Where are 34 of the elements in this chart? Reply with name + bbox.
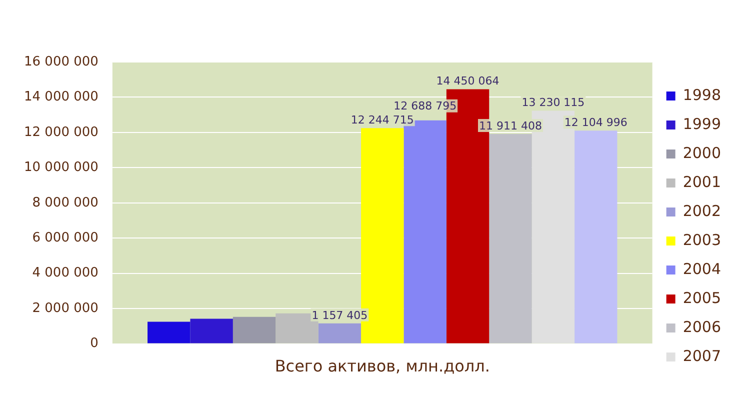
legend-label: 1998	[682, 86, 722, 104]
legend-label: 1999	[682, 114, 722, 133]
bar	[190, 318, 233, 344]
bar	[148, 322, 190, 344]
data-label: 14 450 064	[436, 74, 500, 88]
data-label: 1 157 405	[312, 308, 368, 322]
bar	[232, 316, 276, 344]
y-tick-label: 14 000 000	[24, 90, 98, 105]
y-tick-label: 8 000 000	[32, 195, 98, 210]
y-tick-label: 2 000 000	[32, 300, 98, 316]
y-tick-label: 16 000 000	[24, 54, 98, 70]
data-label: 13 230 115	[522, 96, 585, 110]
bar	[574, 130, 618, 344]
data-label: 12 244 715	[350, 114, 414, 126]
y-tick-label: 10 000 000	[24, 160, 98, 176]
bar	[276, 313, 318, 344]
legend-label: 2005	[682, 288, 722, 307]
legend-label: 2000	[682, 144, 722, 162]
bar	[489, 134, 532, 344]
y-tick-label: 12 000 000	[24, 124, 98, 140]
legend-label: 2007	[682, 346, 722, 365]
legend-label: 2004	[682, 260, 722, 278]
legend-label: 2006	[682, 318, 722, 336]
legend-label: 2002	[682, 202, 722, 220]
legend-label: 2001	[682, 172, 722, 191]
data-label: 12 104 996	[564, 116, 628, 129]
data-label: 12 688 795	[394, 100, 457, 113]
bar	[318, 323, 362, 344]
y-tick-label: 0	[90, 336, 98, 352]
y-tick-label: 6 000 000	[32, 230, 98, 246]
x-tick-label: Всего активов, млн.долл.	[274, 356, 490, 376]
data-label: 11 911 408	[478, 119, 542, 132]
y-tick-label: 4 000 000	[32, 266, 98, 281]
legend-label: 2003	[682, 230, 722, 249]
